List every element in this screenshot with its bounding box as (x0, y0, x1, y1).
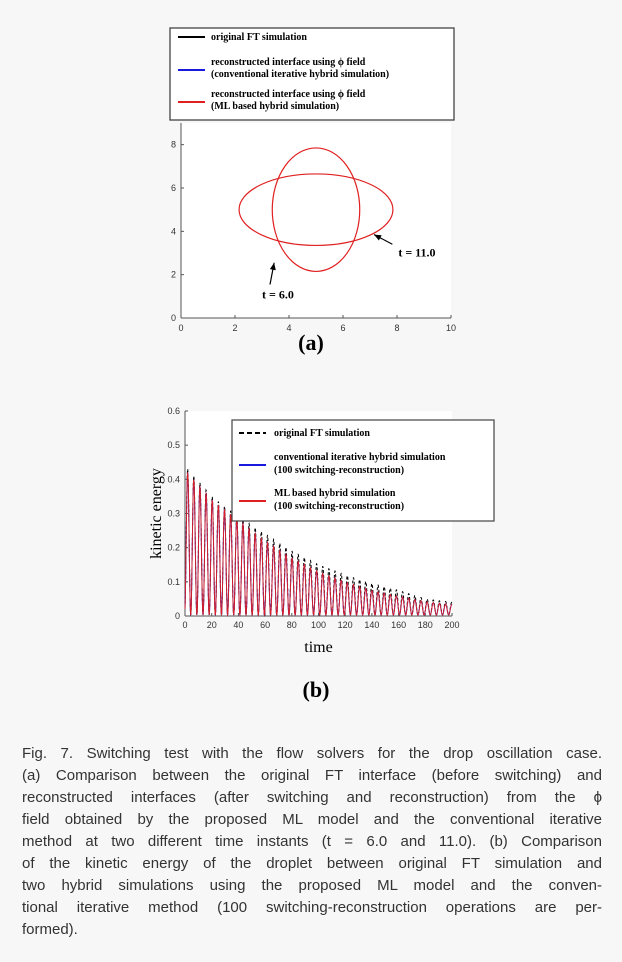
panel-b-x-tick-label: 160 (391, 620, 406, 630)
panel-a-y-tick-label: 4 (171, 226, 176, 236)
interface-curve-t11 (238, 173, 394, 247)
panel-b-x-tick-label: 40 (233, 620, 243, 630)
panel-b-x-tick-label: 120 (338, 620, 353, 630)
legend-b-label: ML based hybrid simulation (274, 488, 396, 499)
annotation-label: t = 6.0 (262, 288, 294, 302)
panel-a-x-tick-label: 2 (232, 323, 237, 333)
panel-b-y-tick-label: 0 (175, 611, 180, 621)
panel-a-y-tick-label: 8 (171, 140, 176, 150)
panel-b-x-tick-label: 180 (418, 620, 433, 630)
panel-b-y-tick-label: 0.1 (167, 577, 180, 587)
caption-line: two hybrid simulations using the propose… (22, 877, 602, 894)
panel-b-x-axis-title: time (304, 639, 332, 656)
caption-line: reconstructed interfaces (after switchin… (22, 789, 602, 806)
annotation-arrowhead (269, 262, 276, 271)
panel-b-y-tick-label: 0.3 (167, 509, 180, 519)
panel-b-label: (b) (303, 677, 330, 702)
panel-b: 0 20 40 60 80 100 120 140 160 180 200 0 0.1 0.2 0.3 0.4… (148, 406, 495, 702)
panel-b-x-tick-label: 0 (182, 620, 187, 630)
panel-b-y-axis-title: kinetic energy (148, 468, 165, 559)
panel-b-y-tick-label: 0.5 (167, 440, 180, 450)
panel-a-x-tick-label: 4 (286, 323, 291, 333)
panel-b-x-tick-label: 140 (364, 620, 379, 630)
panel-b-x-tick-label: 200 (444, 620, 459, 630)
figure-caption: Fig. 7. Switching test with the flow sol… (22, 743, 602, 941)
caption-line: formed). (22, 921, 78, 938)
panel-a: 0 2 4 6 8 10 0 2 4 6 8 t = 6.0 t = 11.0 original FT s… (169, 27, 456, 355)
panel-a-x-tick-label: 10 (446, 323, 456, 333)
panel-a-x-tick-label: 8 (394, 323, 399, 333)
caption-line: of the kinetic energy of the droplet bet… (22, 855, 602, 872)
panel-a-label: (a) (298, 330, 324, 355)
panel-a-x-tick-label: 6 (340, 323, 345, 333)
panel-a-y-tick-label: 2 (171, 270, 176, 280)
legend-a-label: (ML based hybrid simulation) (211, 101, 339, 112)
caption-line: (a) Comparison between the original FT i… (22, 767, 602, 784)
panel-b-x-tick-label: 80 (287, 620, 297, 630)
caption-line: field obtained by the proposed ML model … (22, 811, 602, 828)
caption-line: tional iterative method (100 switching-r… (22, 899, 602, 916)
panel-b-x-tick-label: 100 (311, 620, 326, 630)
legend-a-label: reconstructed interface using ϕ field (211, 89, 366, 100)
legend-a-label: reconstructed interface using ϕ field (211, 57, 366, 68)
legend-b-label: original FT simulation (274, 428, 370, 439)
panel-a-y-tick-label: 0 (171, 313, 176, 323)
panel-a-legend (169, 27, 455, 121)
panel-b-x-tick-label: 20 (207, 620, 217, 630)
panel-b-y-tick-label: 0.6 (167, 406, 180, 416)
legend-b-label: (100 switching-reconstruction) (274, 501, 404, 512)
legend-b-label: (100 switching-reconstruction) (274, 465, 404, 476)
panel-a-y-tick-label: 6 (171, 183, 176, 193)
panel-a-x-tick-label: 0 (178, 323, 183, 333)
interface-curve-t6 (271, 147, 361, 273)
panel-b-y-tick-label: 0.4 (167, 474, 180, 484)
legend-a-label: original FT simulation (211, 32, 307, 43)
legend-b-label: conventional iterative hybrid simulation (274, 452, 446, 463)
panel-b-x-tick-label: 60 (260, 620, 270, 630)
annotation-arrowhead (374, 234, 382, 241)
caption-line: method at two different time instants (t… (22, 833, 602, 850)
panel-b-y-tick-label: 0.2 (167, 543, 180, 553)
panel-a-plot-bg (181, 123, 451, 318)
series-line-ml-hybrid (184, 472, 453, 617)
panel-b-legend (231, 419, 495, 522)
annotation-label: t = 11.0 (398, 245, 435, 259)
legend-a-label: (conventional iterative hybrid simulatio… (211, 69, 389, 80)
caption-line: Fig. 7. Switching test with the flow sol… (22, 745, 602, 762)
